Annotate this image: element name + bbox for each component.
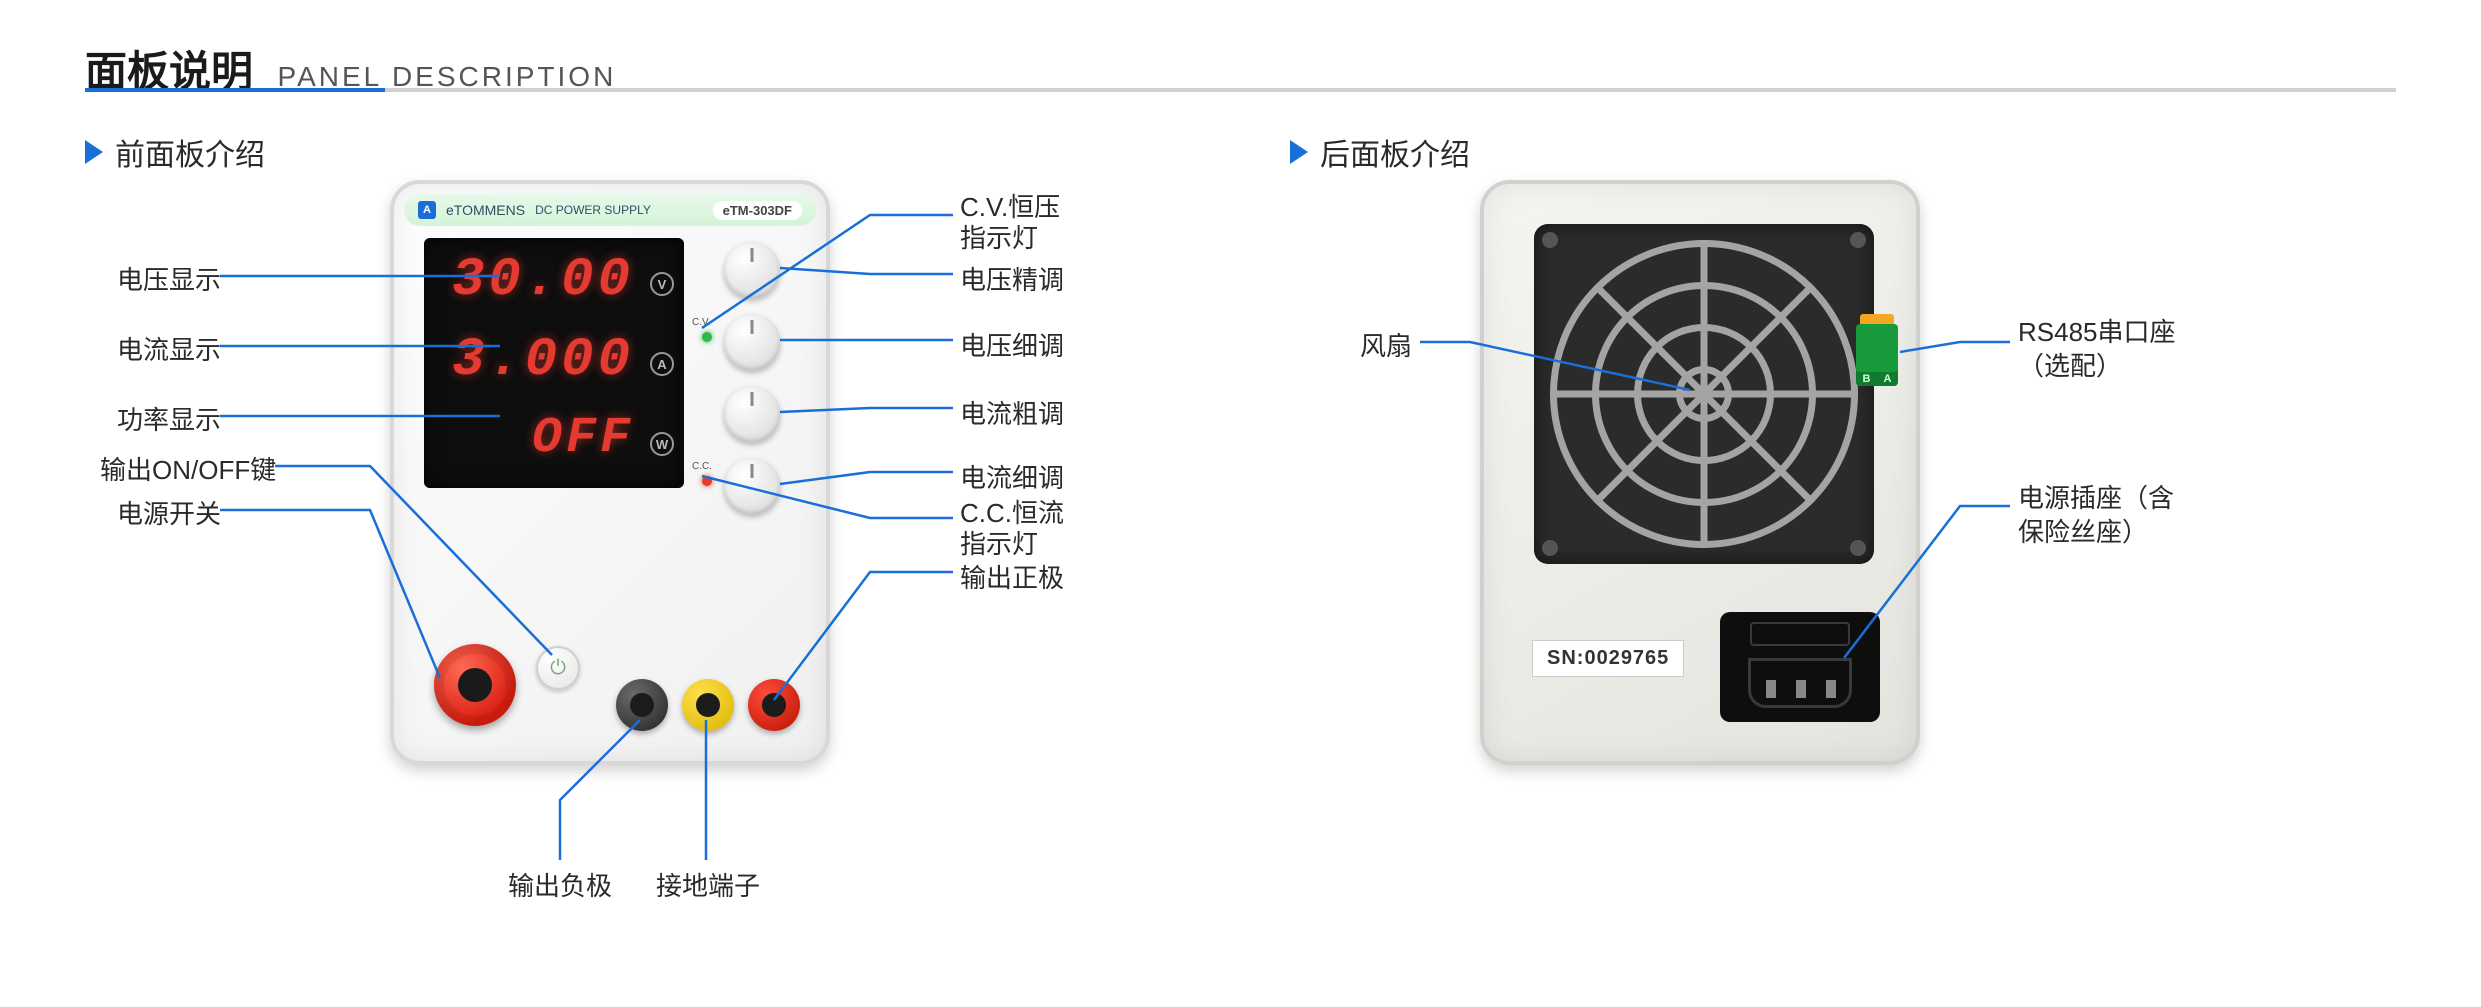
power-inlet	[1720, 612, 1880, 722]
power-readout: OFF	[532, 410, 634, 467]
voltage-fine-knob	[724, 242, 780, 298]
rear-heading-text: 后面板介绍	[1320, 130, 1470, 174]
serial-number-label: SN:0029765	[1532, 640, 1684, 677]
rear-panel-device: B A SN:0029765	[1480, 180, 1920, 765]
header-underline	[85, 88, 2396, 92]
power-switch-button	[434, 644, 516, 726]
callout-rs485: RS485串口座 （选配）	[2018, 316, 2176, 384]
fan-grille	[1534, 224, 1874, 564]
current-fine-knob	[724, 458, 780, 514]
screw-icon	[1850, 232, 1866, 248]
rs485-a: A	[1884, 373, 1892, 385]
voltage-readout: 30.00	[452, 250, 634, 311]
current-readout: 3.000	[452, 330, 634, 391]
unit-w-icon: W	[650, 432, 674, 456]
screw-icon	[1542, 540, 1558, 556]
callout-output-pos: 输出正极	[960, 558, 1064, 595]
callout-v-coarse: 电压细调	[960, 326, 1064, 363]
screw-icon	[1850, 540, 1866, 556]
callout-power-display: 功率显示	[117, 400, 221, 437]
front-heading-text: 前面板介绍	[115, 130, 265, 174]
unit-a-icon: A	[650, 352, 674, 376]
callout-output-neg: 输出负极	[508, 866, 612, 903]
callout-voltage-display: 电压显示	[117, 260, 221, 297]
triangle-icon	[1290, 140, 1308, 164]
cc-led-icon	[702, 476, 712, 486]
callout-current-display: 电流显示	[117, 330, 221, 367]
rs485-b: B	[1863, 373, 1871, 385]
callout-fan: 风扇	[1360, 326, 1412, 363]
callout-cv-led: C.V.恒压 指示灯	[960, 192, 1060, 254]
callout-cc-led: C.C.恒流 指示灯	[960, 498, 1064, 560]
callout-a-fine: 电流细调	[960, 458, 1064, 495]
callout-ground: 接地端子	[656, 866, 760, 903]
callout-a-coarse: 电流粗调	[960, 394, 1064, 431]
fuse-holder-icon	[1750, 622, 1850, 646]
rear-panel-heading: 后面板介绍	[1290, 130, 1470, 174]
callout-output-onoff: 输出ON/OFF键	[100, 450, 276, 487]
rs485-port: B A	[1856, 324, 1898, 386]
screw-icon	[1542, 232, 1558, 248]
lcd-screen: 30.00 3.000 OFF V A W	[424, 238, 684, 488]
model-badge: eTM-303DF	[713, 201, 802, 220]
device-headerbar: A eTOMMENS DC POWER SUPPLY eTM-303DF	[404, 194, 816, 226]
terminal-positive	[748, 679, 800, 731]
brand-text: eTOMMENS	[446, 202, 525, 218]
cv-led-icon	[702, 332, 712, 342]
output-onoff-button: ⏻	[536, 646, 580, 690]
front-panel-device: A eTOMMENS DC POWER SUPPLY eTM-303DF 30.…	[390, 180, 830, 765]
cv-text: C.V.	[692, 317, 711, 328]
brand-logo-icon: A	[418, 201, 436, 219]
terminal-ground	[682, 679, 734, 731]
subtitle-text: DC POWER SUPPLY	[535, 203, 651, 217]
callout-power-switch: 电源开关	[117, 494, 221, 531]
cc-text: C.C.	[692, 461, 712, 472]
callout-inlet: 电源插座（含 保险丝座）	[2018, 482, 2174, 550]
callout-v-fine: 电压精调	[960, 260, 1064, 297]
front-panel-heading: 前面板介绍	[85, 130, 265, 174]
current-coarse-knob	[724, 386, 780, 442]
voltage-coarse-knob	[724, 314, 780, 370]
unit-v-icon: V	[650, 272, 674, 296]
triangle-icon	[85, 140, 103, 164]
terminal-negative	[616, 679, 668, 731]
